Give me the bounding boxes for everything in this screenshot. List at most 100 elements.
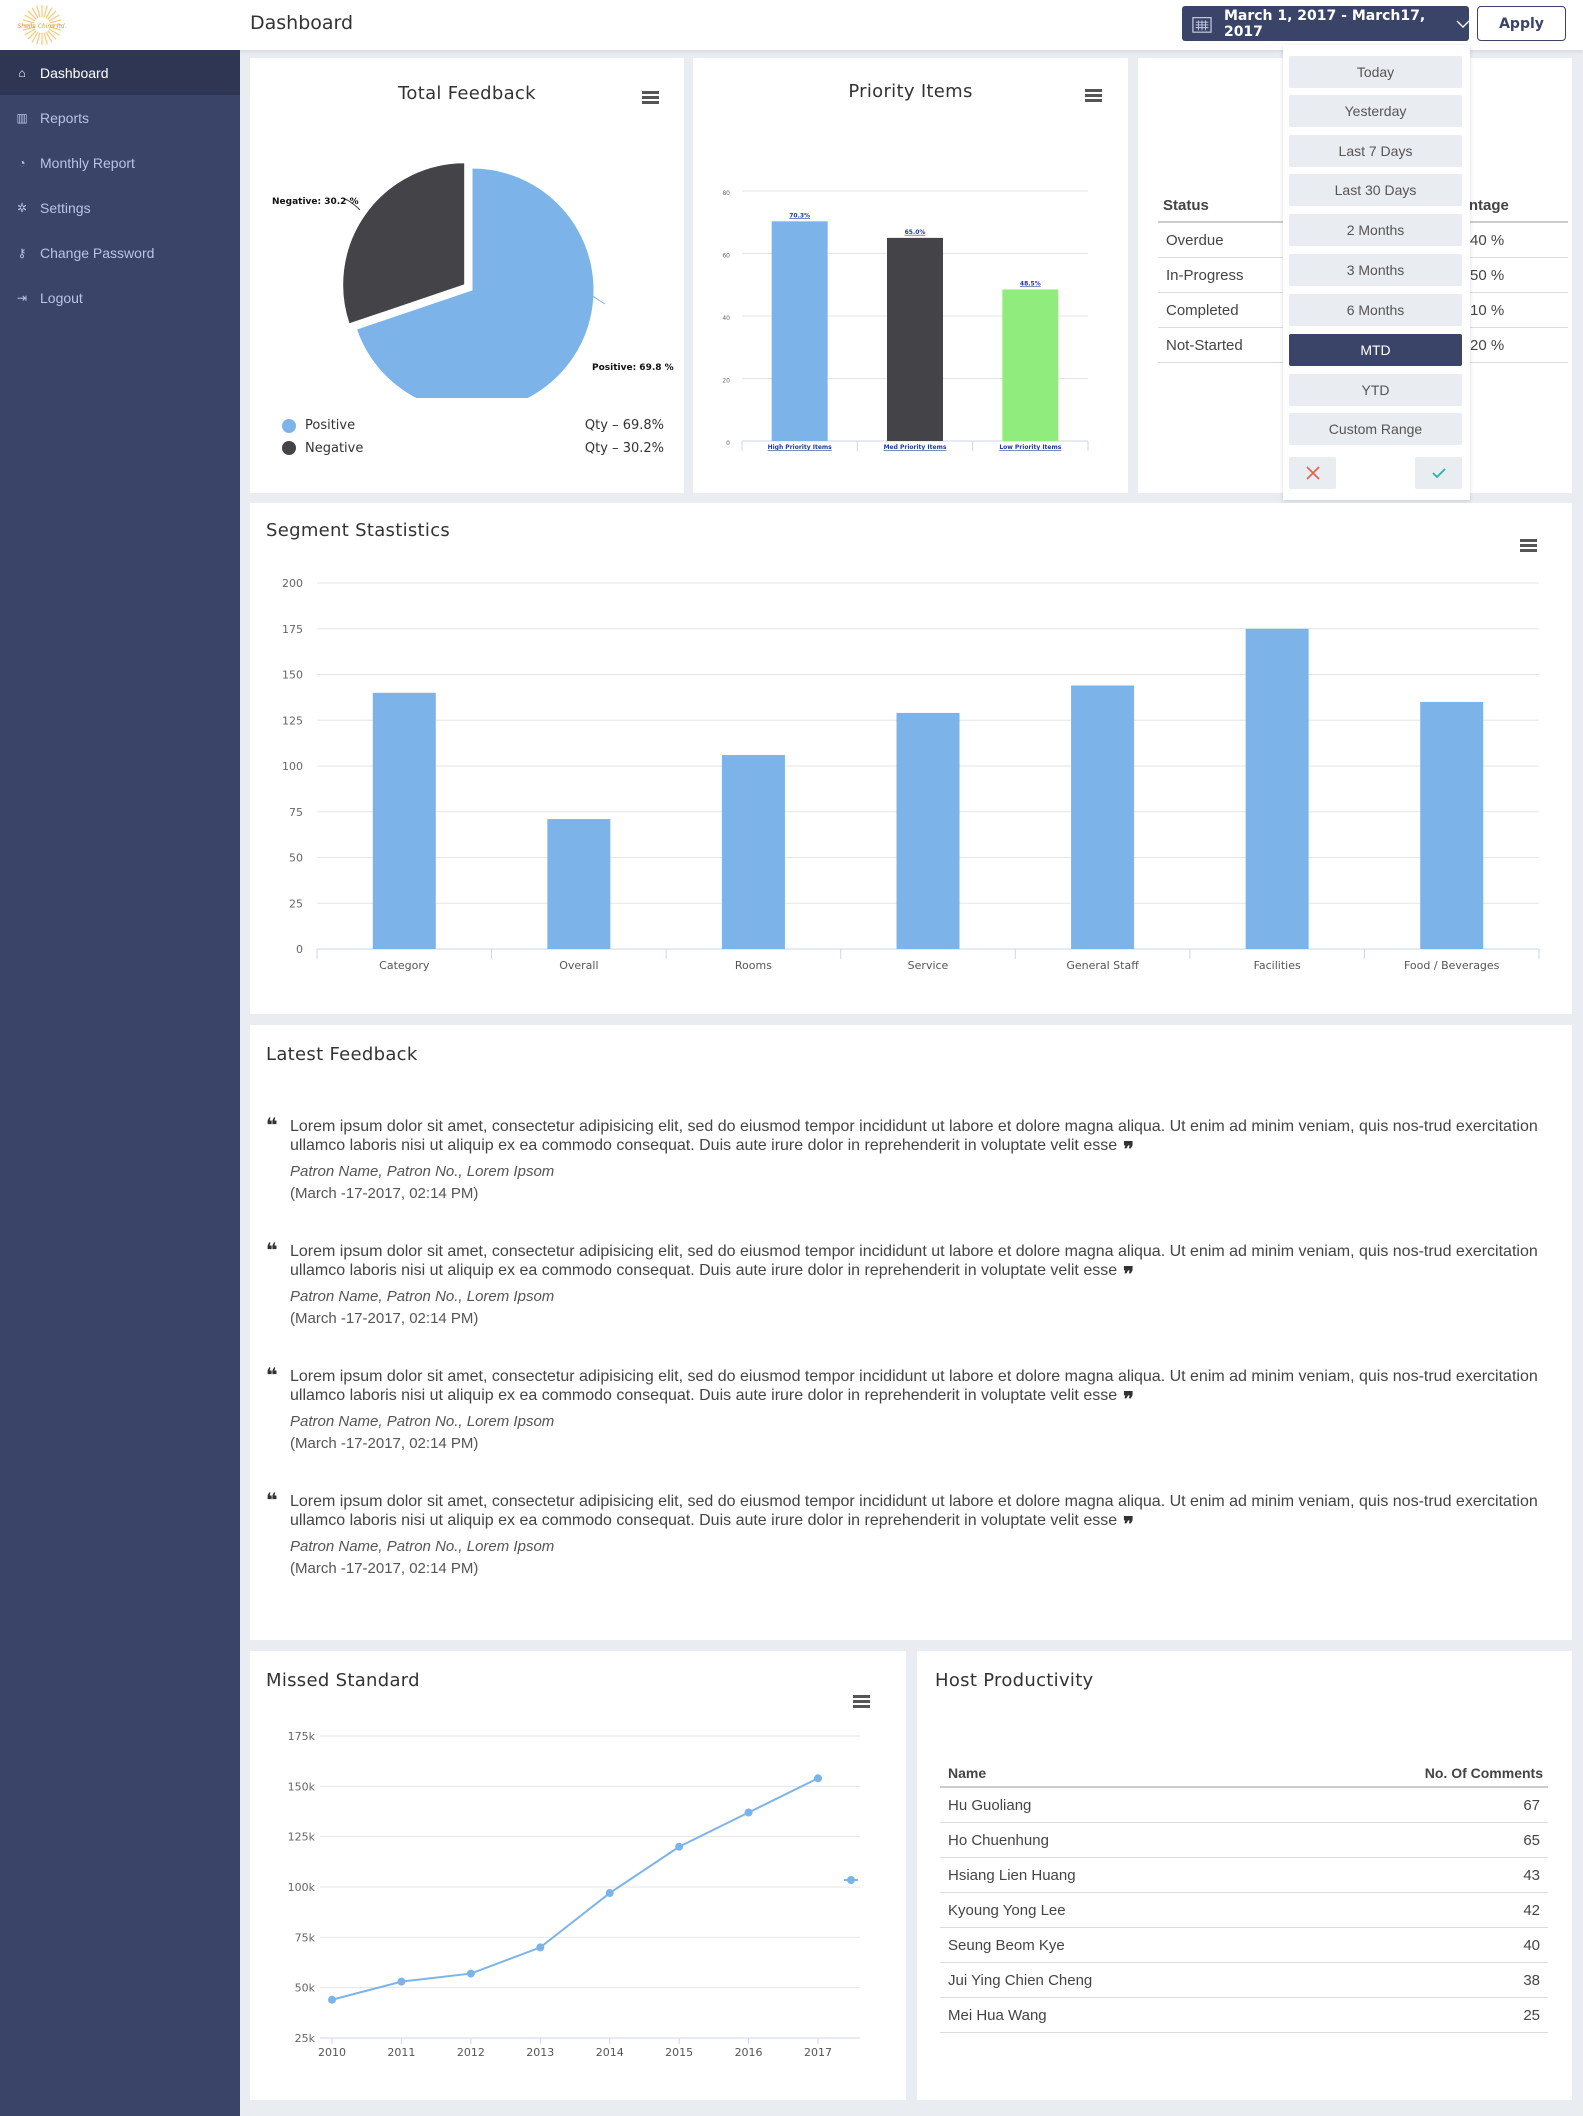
company-logo: Sheila China ltd.: [17, 5, 67, 45]
y-tick-label: 150k: [288, 1780, 316, 1793]
bar[interactable]: [1420, 701, 1484, 949]
y-tick-label: 0: [296, 943, 303, 956]
data-point[interactable]: [744, 1808, 753, 1817]
sidebar-item-monthly-report[interactable]: ◔ Monthly Report: [0, 140, 240, 185]
feedback-patron: Patron Name, Patron No., Lorem Ipsom: [290, 1288, 555, 1305]
sidebar-item-label: Change Password: [40, 244, 155, 261]
bar[interactable]: [896, 712, 960, 949]
date-range-text: March 1, 2017 - March17, 2017: [1223, 7, 1426, 40]
apply-button[interactable]: Apply: [1477, 6, 1566, 41]
y-tick-label: 125k: [288, 1831, 316, 1844]
bar[interactable]: [887, 237, 943, 441]
bar[interactable]: [547, 819, 611, 949]
bar[interactable]: [372, 692, 436, 949]
header-name: Name: [948, 1765, 987, 1781]
date-option[interactable]: Last 30 Days: [1289, 174, 1462, 206]
y-tick-label: 80: [722, 190, 730, 197]
feedback-patron: Patron Name, Patron No., Lorem Ipsom: [290, 1538, 555, 1555]
status-percentage: 10 %: [1470, 302, 1505, 319]
data-point[interactable]: [328, 1995, 336, 2004]
data-label: 48.5%: [1020, 280, 1041, 287]
sidebar-item-settings[interactable]: ✲ Settings: [0, 185, 240, 230]
feedback-date: (March -17-2017, 02:14 PM): [290, 1560, 479, 1577]
feedback-patron: Patron Name, Patron No., Lorem Ipsom: [290, 1163, 555, 1180]
feedback-date: (March -17-2017, 02:14 PM): [290, 1435, 479, 1452]
data-point[interactable]: [675, 1842, 684, 1851]
y-tick-label: 100k: [288, 1881, 316, 1894]
date-option[interactable]: 6 Months: [1289, 294, 1462, 326]
sidebar-item-logout[interactable]: ⇥ Logout: [0, 275, 240, 320]
cancel-button[interactable]: [1289, 457, 1336, 489]
data-point[interactable]: [536, 1943, 545, 1952]
bar[interactable]: [1071, 685, 1135, 949]
card-title: Missed Standard: [266, 1670, 420, 1691]
chevron-down-icon: [1456, 20, 1469, 28]
date-option[interactable]: Last 7 Days: [1289, 135, 1462, 167]
close-quote-icon: ❞: [1123, 1389, 1134, 1411]
status-percentage: 40 %: [1470, 232, 1505, 249]
host-comments: 25: [1523, 2007, 1540, 2024]
date-option[interactable]: Today: [1289, 56, 1462, 88]
legend-dot-negative: [282, 441, 296, 455]
card-title: Latest Feedback: [266, 1044, 418, 1065]
host-row: Mei Hua Wang 25: [940, 1998, 1548, 2033]
date-range-picker[interactable]: March 1, 2017 - March17, 2017: [1182, 6, 1469, 41]
data-point[interactable]: [605, 1889, 614, 1898]
y-tick-label: 125: [282, 714, 303, 727]
svg-text:Sheila China ltd.: Sheila China ltd.: [17, 23, 66, 30]
date-option[interactable]: 2 Months: [1289, 214, 1462, 246]
menu-icon[interactable]: [1520, 539, 1537, 552]
host-name: Seung Beom Kye: [948, 1937, 1065, 1954]
menu-icon[interactable]: [853, 1695, 870, 1708]
sidebar-item-label: Reports: [40, 109, 90, 126]
sidebar-item-dashboard[interactable]: ⌂ Dashboard: [0, 50, 240, 95]
card-title: Total Feedback: [398, 83, 536, 104]
x-tick-label: 2013: [526, 2046, 554, 2059]
host-comments: 67: [1523, 1797, 1540, 1814]
y-tick-label: 50k: [295, 1982, 316, 1995]
card-title: Host Productivity: [935, 1670, 1094, 1691]
data-point[interactable]: [466, 1969, 475, 1978]
close-quote-icon: ❞: [1123, 1264, 1134, 1286]
host-table-header: Name No. Of Comments: [940, 1755, 1548, 1788]
pie-slice-positive[interactable]: [355, 167, 595, 398]
legend-qty: Qty – 69.8%: [584, 418, 664, 433]
host-name: Mei Hua Wang: [948, 2007, 1047, 2024]
x-tick-label: Med Priority Items: [884, 444, 947, 451]
data-point[interactable]: [814, 1774, 822, 1783]
status-name: Overdue: [1166, 232, 1224, 249]
open-quote-icon: ❝: [266, 1113, 278, 1137]
latest-feedback-card: Latest Feedback ❝ Lorem ipsum dolor sit a…: [250, 1025, 1572, 1640]
bar[interactable]: [1245, 628, 1309, 949]
status-percentage: 20 %: [1470, 337, 1505, 354]
card-title: Priority Items: [848, 81, 973, 102]
date-option[interactable]: YTD: [1289, 374, 1462, 406]
home-icon: ⌂: [18, 65, 26, 80]
date-option[interactable]: 3 Months: [1289, 254, 1462, 286]
pie-slice-negative[interactable]: [342, 162, 466, 325]
host-comments: 40: [1523, 1937, 1540, 1954]
data-point[interactable]: [397, 1977, 406, 1986]
y-tick-label: 100: [282, 760, 303, 773]
sidebar-item-label: Dashboard: [40, 64, 109, 81]
sidebar-item-reports[interactable]: ▥ Reports: [0, 95, 240, 140]
open-quote-icon: ❝: [266, 1488, 278, 1512]
menu-icon[interactable]: [1085, 89, 1102, 102]
priority-items-card: Priority Items 0 20 40 60 80 High Priority It…: [693, 58, 1128, 493]
date-option[interactable]: MTD: [1289, 334, 1462, 366]
bar[interactable]: [1002, 289, 1059, 441]
gear-icon: ✲: [16, 200, 28, 215]
card-title: Segment Stastistics: [266, 520, 451, 541]
y-tick-label: 75k: [295, 1931, 316, 1944]
status-name: Not-Started: [1166, 337, 1243, 354]
bar[interactable]: [771, 221, 828, 441]
date-option[interactable]: Yesterday: [1289, 95, 1462, 127]
key-icon: ⚷: [17, 245, 27, 260]
menu-icon[interactable]: [642, 91, 659, 104]
host-name: Jui Ying Chien Cheng: [948, 1972, 1093, 1989]
date-option[interactable]: Custom Range: [1289, 413, 1462, 445]
bar[interactable]: [721, 755, 785, 949]
confirm-button[interactable]: [1415, 457, 1462, 489]
sidebar-item-change-password[interactable]: ⚷ Change Password: [0, 230, 240, 275]
y-tick-label: 175k: [288, 1730, 316, 1743]
